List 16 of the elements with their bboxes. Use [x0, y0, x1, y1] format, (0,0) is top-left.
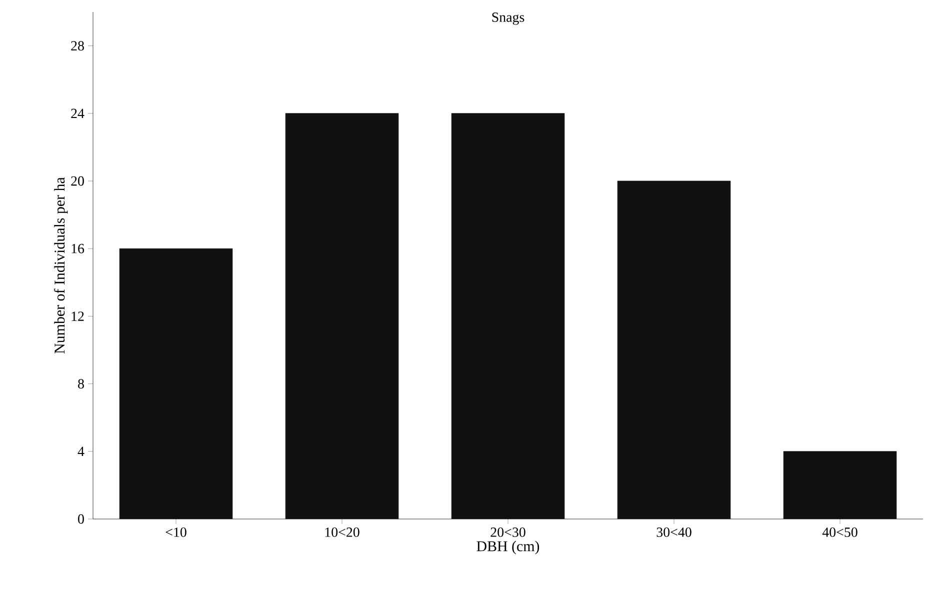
- y-tick-label: 4: [78, 446, 84, 456]
- chart-title: Snags: [492, 12, 524, 25]
- x-tick-label: 30<40: [656, 528, 692, 537]
- y-tick-label: 0: [78, 514, 84, 524]
- x-tick-label: 20<30: [490, 528, 526, 537]
- y-tick-label: 24: [71, 108, 84, 118]
- y-tick-label: 20: [71, 176, 84, 186]
- y-tick-label: 28: [71, 41, 84, 51]
- y-tick-label: 12: [72, 312, 84, 321]
- x-tick-label: 10<20: [325, 528, 360, 537]
- x-tick-label: 40<50: [822, 528, 858, 537]
- y-tick-label: 8: [78, 379, 84, 389]
- y-axis-title: Number of Individuals per ha: [54, 177, 68, 354]
- x-axis-title: DBH (cm): [476, 540, 540, 554]
- y-tick-label: 16: [72, 244, 84, 254]
- x-tick-label: <10: [166, 528, 186, 537]
